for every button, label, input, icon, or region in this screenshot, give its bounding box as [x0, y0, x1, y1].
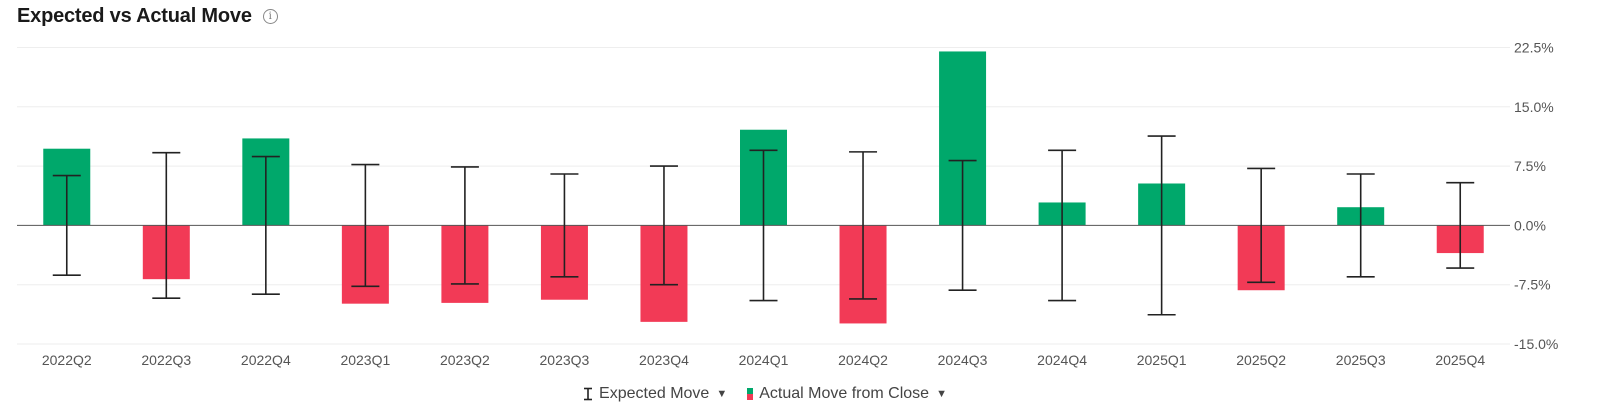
- y-tick-label: 15.0%: [1514, 99, 1554, 115]
- expected-move-whisker[interactable]: [152, 151, 181, 299]
- x-tick-label: 2023Q1: [340, 352, 390, 368]
- x-tick-label: 2025Q4: [1435, 352, 1485, 368]
- chart-legend: Expected Move ▼ Actual Move from Close ▼: [0, 382, 1530, 406]
- y-tick-label: 22.5%: [1514, 40, 1554, 56]
- expected-move-whisker[interactable]: [52, 174, 81, 277]
- expected-move-whisker[interactable]: [1346, 173, 1375, 278]
- x-tick-label: 2023Q2: [440, 352, 490, 368]
- expected-move-whisker[interactable]: [550, 173, 579, 278]
- y-axis-ticks: 22.5% 15.0% 7.5% 0.0% -7.5% -15.0%: [1514, 40, 1558, 353]
- legend-expected-move[interactable]: Expected Move ▼: [583, 385, 727, 403]
- info-icon[interactable]: i: [262, 8, 278, 24]
- legend-actual-label: Actual Move from Close: [759, 385, 930, 402]
- expected-move-whisker[interactable]: [351, 163, 380, 288]
- x-axis-ticks: 2022Q2 2022Q3 2022Q4 2023Q1 2023Q2 2023Q3 2023…: [42, 352, 1486, 368]
- legend-actual-move[interactable]: Actual Move from Close ▼: [747, 385, 947, 403]
- x-tick-label: 2023Q3: [540, 352, 590, 368]
- x-tick-label: 2022Q4: [241, 352, 291, 368]
- expected-move-whisker[interactable]: [1147, 135, 1176, 316]
- expected-move-whisker[interactable]: [1048, 149, 1077, 302]
- x-tick-label: 2022Q3: [141, 352, 191, 368]
- expected-move-whisker[interactable]: [1247, 167, 1276, 284]
- y-tick-label: 0.0%: [1514, 217, 1546, 233]
- x-tick-label: 2025Q2: [1236, 352, 1286, 368]
- expected-move-whisker[interactable]: [450, 166, 479, 285]
- chart-header: Expected vs Actual Move i: [17, 2, 278, 30]
- expected-move-whisker[interactable]: [849, 151, 878, 300]
- x-tick-label: 2024Q2: [838, 352, 888, 368]
- expected-move-whisker[interactable]: [1446, 181, 1475, 269]
- x-tick-label: 2023Q4: [639, 352, 689, 368]
- caret-down-icon[interactable]: ▼: [936, 388, 947, 400]
- x-tick-label: 2024Q3: [938, 352, 988, 368]
- expected-move-whiskers: [52, 135, 1475, 316]
- i-beam-icon: [584, 387, 593, 401]
- caret-down-icon[interactable]: ▼: [716, 388, 728, 400]
- x-tick-label: 2025Q3: [1336, 352, 1386, 368]
- expected-move-whisker[interactable]: [649, 165, 678, 286]
- expected-move-whisker[interactable]: [749, 149, 778, 302]
- y-tick-label: 7.5%: [1514, 158, 1546, 174]
- x-tick-label: 2024Q1: [739, 352, 789, 368]
- y-tick-label: -7.5%: [1514, 277, 1551, 293]
- x-tick-label: 2024Q4: [1037, 352, 1087, 368]
- actual-move-swatch-icon: [747, 388, 754, 400]
- x-tick-label: 2025Q1: [1137, 352, 1187, 368]
- legend-expected-label: Expected Move: [599, 385, 710, 402]
- x-tick-label: 2022Q2: [42, 352, 92, 368]
- expected-vs-actual-chart: 22.5%15.0%7.5%0.0%-7.5%-15.0% 2022Q2 2022…: [17, 40, 1558, 368]
- expected-move-whisker[interactable]: [251, 155, 280, 295]
- expected-move-whisker[interactable]: [948, 159, 977, 292]
- chart-title: Expected vs Actual Move: [17, 4, 252, 27]
- y-tick-label: -15.0%: [1514, 336, 1558, 352]
